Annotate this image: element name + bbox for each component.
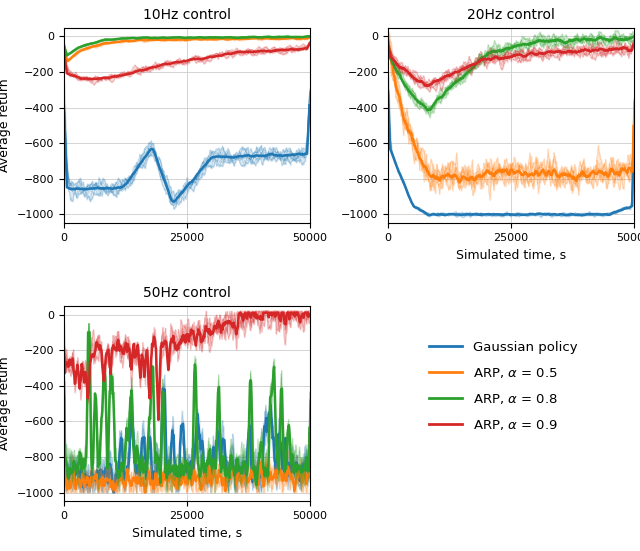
- Y-axis label: Average return: Average return: [0, 79, 12, 172]
- X-axis label: Simulated time, s: Simulated time, s: [132, 527, 242, 539]
- Y-axis label: Average return: Average return: [0, 356, 12, 450]
- X-axis label: Simulated time, s: Simulated time, s: [456, 249, 566, 262]
- Legend: Gaussian policy, ARP, $\alpha$ = 0.5, ARP, $\alpha$ = 0.8, ARP, $\alpha$ = 0.9: Gaussian policy, ARP, $\alpha$ = 0.5, AR…: [424, 336, 583, 437]
- Title: 10Hz control: 10Hz control: [143, 8, 231, 22]
- Title: 50Hz control: 50Hz control: [143, 287, 230, 300]
- Title: 20Hz control: 20Hz control: [467, 8, 555, 22]
